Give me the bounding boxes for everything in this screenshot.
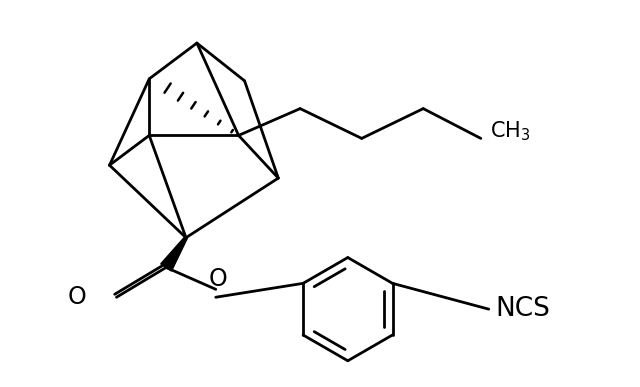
Polygon shape [161,237,188,271]
Text: CH$_3$: CH$_3$ [490,120,531,143]
Text: O: O [209,267,227,291]
Text: O: O [67,285,86,309]
Text: NCS: NCS [496,296,550,322]
